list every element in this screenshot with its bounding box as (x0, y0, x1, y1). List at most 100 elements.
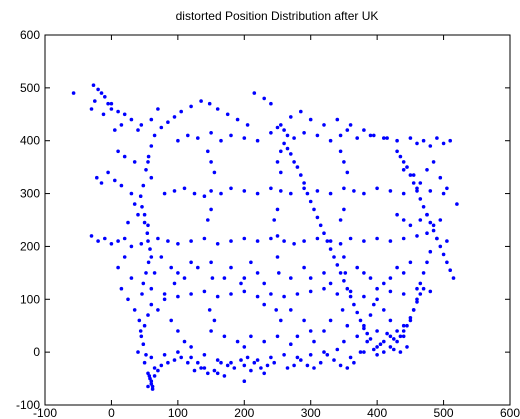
data-point (408, 260, 413, 265)
data-point (289, 276, 293, 280)
data-point (152, 271, 157, 275)
data-point (388, 289, 393, 294)
y-tick-label: 0 (33, 345, 40, 359)
data-point (282, 128, 286, 132)
data-point (159, 125, 164, 130)
y-tick-label: 200 (20, 239, 40, 253)
data-point (140, 205, 144, 209)
x-tick-label: 300 (301, 406, 321, 419)
data-point (141, 183, 146, 188)
data-point (438, 175, 443, 180)
data-point (242, 276, 247, 280)
data-point (126, 297, 130, 302)
data-point (355, 334, 360, 339)
data-point (119, 286, 124, 291)
data-point (322, 329, 326, 333)
data-point (289, 115, 293, 119)
data-point (206, 218, 210, 222)
data-point (395, 138, 399, 143)
data-point (335, 292, 340, 296)
data-point (225, 363, 230, 368)
data-points (71, 83, 459, 391)
data-point (401, 271, 406, 275)
data-point (169, 265, 173, 270)
data-point (91, 83, 96, 87)
data-point (249, 368, 253, 373)
data-point (428, 289, 433, 294)
data-point (202, 236, 207, 241)
data-point (189, 239, 193, 243)
data-point (182, 186, 187, 191)
data-point (299, 358, 303, 362)
data-point (176, 329, 180, 333)
data-point (315, 133, 320, 138)
data-point (343, 271, 348, 275)
data-point (252, 91, 257, 95)
data-point (159, 255, 164, 259)
data-point (275, 255, 280, 259)
data-point (421, 138, 426, 143)
data-point (338, 149, 343, 154)
data-point (415, 189, 419, 193)
data-point (302, 318, 306, 323)
data-point (229, 133, 233, 138)
data-point (428, 220, 433, 225)
data-point (279, 123, 283, 127)
data-point (322, 271, 326, 275)
data-point (172, 358, 177, 362)
data-point (335, 347, 340, 352)
data-point (162, 292, 167, 296)
data-point (169, 318, 173, 323)
data-point (340, 308, 345, 312)
data-point (215, 242, 220, 246)
data-point (375, 186, 379, 191)
data-point (375, 353, 379, 357)
x-tick-label: 400 (367, 406, 387, 419)
data-point (372, 347, 376, 352)
data-point (289, 308, 293, 312)
data-point (425, 212, 429, 217)
data-point (375, 297, 379, 302)
data-point (156, 308, 160, 312)
data-point (95, 175, 99, 180)
data-point (222, 276, 227, 280)
data-point (365, 331, 370, 336)
data-point (144, 353, 148, 357)
data-point (292, 363, 296, 368)
data-point (342, 339, 346, 344)
data-point (242, 289, 247, 294)
data-point (176, 242, 180, 246)
data-point (136, 350, 140, 354)
data-point (229, 360, 233, 365)
data-point (196, 136, 200, 140)
data-point (262, 281, 267, 286)
data-point (342, 255, 346, 259)
data-point (385, 331, 389, 336)
data-point (222, 334, 227, 339)
data-point (189, 292, 193, 296)
data-point (129, 117, 134, 122)
data-point (242, 189, 247, 193)
data-point (229, 292, 233, 296)
data-point (176, 350, 180, 354)
data-point (147, 374, 152, 378)
data-point (348, 294, 353, 299)
data-point (142, 220, 147, 225)
data-point (428, 249, 433, 254)
data-point (209, 207, 213, 212)
data-point (292, 242, 296, 246)
data-point (282, 353, 286, 357)
data-point (302, 239, 306, 243)
data-point (355, 310, 360, 315)
data-point (382, 281, 386, 286)
data-point (148, 247, 152, 251)
data-point (269, 292, 273, 296)
data-point (362, 323, 366, 328)
data-point (408, 318, 413, 323)
data-point (401, 236, 406, 241)
data-point (207, 308, 212, 312)
data-point (305, 191, 310, 196)
data-point (138, 329, 143, 333)
data-point (308, 276, 313, 280)
data-point (448, 268, 453, 273)
